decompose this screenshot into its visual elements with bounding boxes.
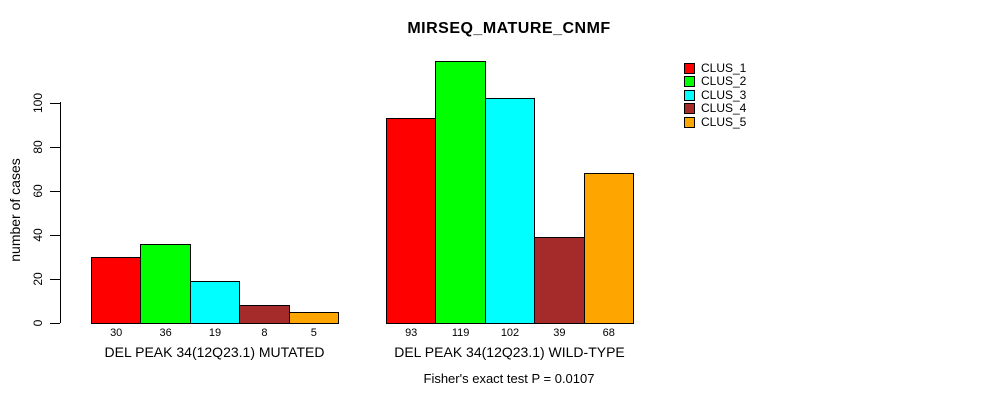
fisher-test-note: Fisher's exact test P = 0.0107 [423, 371, 595, 386]
legend-swatch [684, 76, 695, 88]
bar-value-label: 119 [451, 327, 470, 339]
group-label: DEL PEAK 34(12Q23.1) WILD-TYPE [394, 344, 625, 360]
bar [435, 60, 486, 324]
bar [288, 312, 339, 324]
bar [189, 281, 241, 324]
legend-label: CLUS_3 [701, 87, 747, 102]
bar-value-label: 68 [602, 327, 615, 339]
y-tick-label: 100 [31, 92, 45, 114]
y-tick [50, 191, 60, 192]
bar-value-label: 102 [500, 327, 520, 339]
y-tick-label: 80 [31, 140, 45, 154]
bar [534, 237, 585, 324]
legend-swatch [684, 89, 695, 101]
bar [484, 98, 536, 324]
bar-value-label: 93 [405, 327, 418, 339]
bar-value-label: 8 [261, 327, 268, 339]
group-label: DEL PEAK 34(12Q23.1) MUTATED [104, 344, 325, 360]
bar [140, 243, 191, 324]
bar [91, 256, 142, 325]
y-axis-line [60, 102, 61, 323]
bar-value-label: 5 [310, 327, 317, 339]
legend-swatch [684, 116, 695, 128]
bar [583, 173, 634, 324]
legend-swatch [684, 103, 695, 115]
bar [386, 117, 437, 324]
y-tick-label: 40 [31, 228, 45, 242]
legend-label: CLUS_2 [701, 74, 747, 89]
bar-value-label: 30 [110, 327, 123, 339]
y-tick [50, 147, 60, 148]
bar-value-label: 36 [159, 327, 172, 339]
legend-label: CLUS_1 [701, 61, 747, 75]
legend-label: CLUS_5 [701, 114, 747, 129]
chart-title: MIRSEQ_MATURE_CNMF [407, 20, 611, 37]
bar-value-label: 19 [208, 327, 222, 339]
y-tick-label: 60 [31, 184, 45, 198]
legend-swatch [684, 63, 695, 74]
y-tick-label: 20 [31, 272, 45, 286]
y-tick [50, 103, 60, 104]
legend-label: CLUS_4 [701, 101, 747, 116]
y-tick [50, 279, 60, 280]
y-tick [50, 235, 60, 236]
bar [239, 305, 290, 324]
bar-value-label: 39 [553, 327, 566, 339]
y-tick [50, 323, 60, 324]
y-tick-label: 0 [31, 319, 45, 327]
